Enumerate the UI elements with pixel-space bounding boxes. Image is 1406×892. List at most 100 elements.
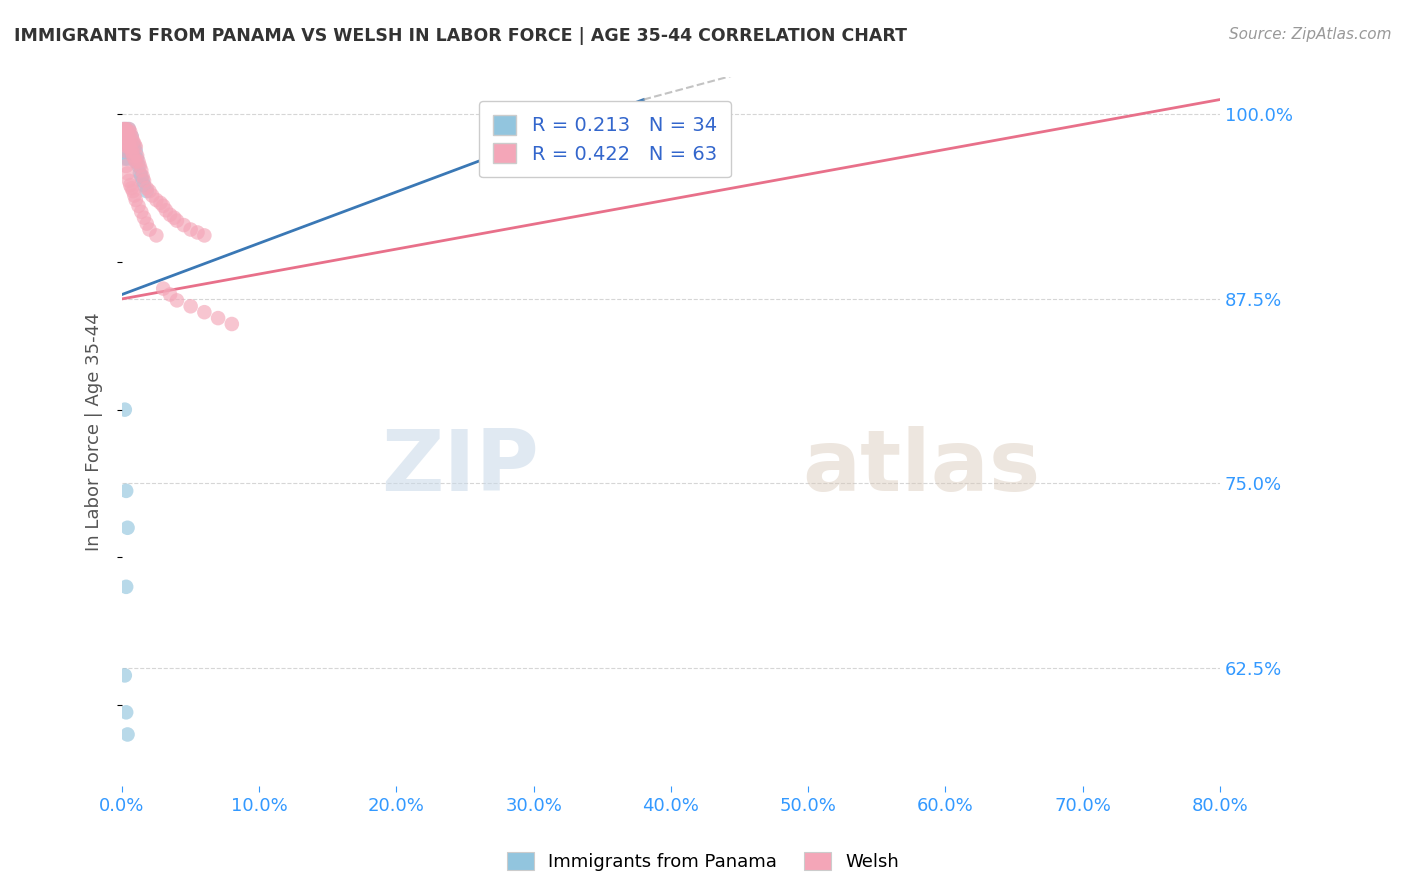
Point (120, 125, 142, 139)
Point (125, 140, 148, 154)
Point (124, 140, 146, 154)
Point (132, 211, 155, 225)
Point (135, 181, 157, 195)
Point (141, 188, 163, 202)
Point (112, 122, 135, 136)
Point (186, 226, 208, 240)
Point (115, 145, 138, 159)
Point (207, 311, 229, 326)
Point (120, 145, 142, 159)
Point (138, 184, 160, 198)
Point (118, 129, 141, 144)
Point (166, 293, 188, 308)
Point (117, 521, 139, 535)
Point (121, 181, 143, 195)
Point (122, 149, 145, 163)
Point (124, 136, 146, 151)
Point (173, 218, 195, 232)
Point (122, 136, 145, 151)
Point (122, 149, 145, 163)
Point (117, 140, 139, 154)
Point (145, 228, 167, 243)
Point (114, 129, 136, 144)
Point (132, 174, 155, 188)
Point (114, 136, 136, 151)
Point (131, 169, 153, 184)
Point (125, 193, 148, 207)
Point (152, 282, 174, 296)
Point (112, 136, 135, 151)
Point (135, 184, 157, 198)
Point (115, 122, 138, 136)
Point (149, 196, 172, 211)
Point (115, 580, 138, 594)
Point (127, 152, 149, 166)
Point (117, 125, 139, 139)
Point (127, 149, 149, 163)
Point (129, 163, 152, 178)
Point (114, 668, 136, 682)
Point (132, 178, 155, 193)
Point (180, 222, 202, 236)
Point (122, 134, 145, 148)
Point (159, 287, 181, 301)
Point (115, 145, 138, 159)
Point (152, 199, 174, 213)
Point (129, 204, 152, 219)
Point (125, 145, 148, 159)
Point (166, 213, 188, 227)
Point (135, 217, 157, 231)
Point (114, 122, 136, 136)
Point (118, 174, 141, 188)
Point (138, 222, 160, 236)
Point (115, 483, 138, 498)
Point (118, 136, 141, 151)
Point (120, 140, 142, 154)
Point (124, 188, 146, 202)
Point (118, 122, 141, 136)
Point (125, 154, 148, 169)
Point (114, 402, 136, 417)
Point (128, 154, 150, 169)
Point (122, 184, 145, 198)
Point (193, 305, 215, 319)
Point (115, 129, 138, 144)
Point (180, 299, 202, 313)
Y-axis label: In Labor Force | Age 35-44: In Labor Force | Age 35-44 (86, 312, 103, 551)
Point (121, 145, 143, 159)
Point (128, 159, 150, 173)
Text: IMMIGRANTS FROM PANAMA VS WELSH IN LABOR FORCE | AGE 35-44 CORRELATION CHART: IMMIGRANTS FROM PANAMA VS WELSH IN LABOR… (14, 27, 907, 45)
Point (112, 122, 135, 136)
Point (117, 152, 139, 166)
Point (124, 152, 146, 166)
Point (163, 211, 186, 225)
Legend: R = 0.213   N = 34, R = 0.422   N = 63: R = 0.213 N = 34, R = 0.422 N = 63 (479, 102, 731, 178)
Point (125, 154, 148, 169)
Point (115, 129, 138, 144)
Point (193, 228, 215, 243)
Point (120, 136, 142, 151)
Point (115, 159, 138, 173)
Point (128, 199, 150, 213)
Point (124, 152, 146, 166)
Point (121, 145, 143, 159)
Point (128, 166, 150, 180)
Text: ZIP: ZIP (381, 425, 538, 508)
Point (114, 152, 136, 166)
Point (155, 203, 177, 218)
Point (159, 208, 181, 222)
Point (117, 727, 139, 741)
Text: Source: ZipAtlas.com: Source: ZipAtlas.com (1229, 27, 1392, 42)
Point (221, 317, 243, 331)
Point (115, 706, 138, 720)
Point (129, 169, 152, 184)
Point (117, 166, 139, 180)
Point (121, 129, 143, 144)
Point (128, 159, 150, 173)
Point (131, 174, 153, 188)
Point (145, 193, 167, 207)
Point (118, 122, 141, 136)
Point (118, 129, 141, 144)
Point (121, 129, 143, 144)
Point (120, 178, 142, 193)
